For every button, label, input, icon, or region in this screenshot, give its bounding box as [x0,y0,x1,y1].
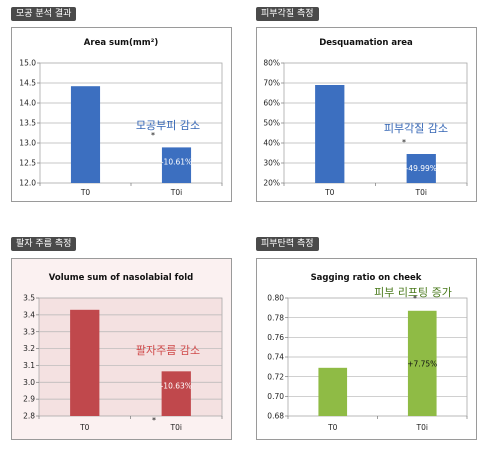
x-tick-label: T0i [415,188,427,197]
chart-tag: 팔자 주름 측정 [11,237,77,251]
y-tick-label: 3.4 [23,310,35,319]
y-tick-label: 40% [263,139,280,148]
y-tick-label: 0.76 [267,333,284,342]
y-tick-label: 3.1 [23,361,35,370]
y-tick-label: 60% [263,99,280,108]
y-tick-label: 0.70 [267,392,284,401]
annotation-label: 피부각질 감소 [384,122,448,135]
y-tick-label: 80% [263,59,280,68]
annotation-label: 모공부피 감소 [136,119,200,132]
data-label: +7.75% [407,359,437,368]
y-tick-label: 0.80 [267,294,284,303]
chart-title: Desquamation area [319,38,413,48]
data-label: -10.61% [161,157,192,166]
x-tick-label: T0 [80,188,91,197]
chart-panel-pore [11,27,232,202]
bar [315,85,345,183]
y-tick-label: 13.5 [19,119,36,128]
bar [407,310,437,416]
y-tick-label: 30% [263,159,280,168]
chart-title: Area sum(mm²) [84,38,159,48]
y-tick-label: 50% [263,119,280,128]
significance-marker: * [413,294,417,303]
significance-marker: * [151,131,155,140]
data-label: -10.63% [161,381,192,390]
y-tick-label: 3.2 [23,344,35,353]
y-tick-label: 70% [263,79,280,88]
y-tick-label: 2.8 [23,412,35,421]
annotation-label: 팔자주름 감소 [136,344,200,357]
y-tick-label: 3.0 [23,378,35,387]
x-tick-label: T0i [170,188,182,197]
x-tick-label: T0 [79,423,90,432]
plot-area [38,297,223,417]
bar [70,309,100,416]
y-tick-label: 3.5 [23,294,35,303]
chart-panel-desquamation [256,27,477,202]
chart-panel-sagging [256,258,477,440]
annotation-label: 피부 리프팅 증가 [374,286,452,299]
bar [70,86,101,183]
y-tick-label: 14.5 [19,79,36,88]
chart-title: Sagging ratio on cheek [311,273,422,283]
y-tick-label: 12.5 [19,159,36,168]
y-tick-label: 20% [263,179,280,188]
chart-tag: 피부탄력 측정 [256,237,319,251]
significance-marker: * [402,138,406,147]
data-label: -49.99% [406,164,437,173]
chart-title: Volume sum of nasolabial fold [49,273,193,283]
bar [161,371,191,416]
y-tick-label: 15.0 [19,59,36,68]
y-tick-label: 3.3 [23,327,35,336]
bar [406,154,436,183]
y-tick-label: 0.68 [267,412,284,421]
y-tick-label: 0.72 [267,372,284,381]
significance-marker: * [152,416,156,425]
y-tick-label: 2.9 [23,395,35,404]
x-tick-label: T0i [416,423,428,432]
y-tick-label: 12.0 [19,179,36,188]
y-tick-label: 0.74 [267,353,284,362]
y-tick-label: 14.0 [19,99,36,108]
x-tick-label: T0 [327,423,338,432]
x-tick-label: T0 [324,188,335,197]
bar [318,367,348,416]
chart-tag: 모공 분석 결과 [11,7,77,21]
y-tick-label: 0.78 [267,313,284,322]
chart-tag: 피부각질 측정 [256,7,319,21]
bar [161,147,192,183]
y-tick-label: 13.0 [19,139,36,148]
x-tick-label: T0i [170,423,182,432]
